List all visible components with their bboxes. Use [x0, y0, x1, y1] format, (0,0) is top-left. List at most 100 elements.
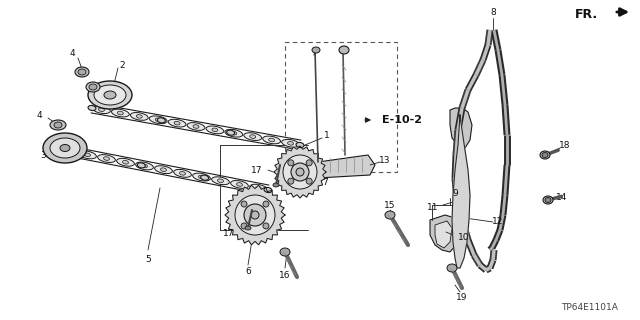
Circle shape: [251, 211, 259, 219]
Polygon shape: [450, 108, 472, 148]
Ellipse shape: [98, 155, 115, 163]
Ellipse shape: [273, 183, 279, 187]
Ellipse shape: [122, 160, 129, 164]
Text: 9: 9: [452, 188, 458, 197]
Text: E-10-2: E-10-2: [382, 115, 422, 125]
Circle shape: [283, 155, 317, 189]
Circle shape: [235, 195, 275, 235]
Ellipse shape: [161, 168, 166, 172]
Text: 2: 2: [119, 60, 125, 69]
Text: 16: 16: [279, 270, 291, 279]
Text: 15: 15: [384, 201, 396, 210]
Ellipse shape: [43, 133, 87, 163]
Text: 10: 10: [458, 234, 470, 243]
Text: 8: 8: [490, 7, 496, 17]
Ellipse shape: [104, 91, 116, 99]
Ellipse shape: [237, 183, 243, 186]
Circle shape: [241, 223, 247, 229]
Ellipse shape: [78, 69, 86, 75]
Ellipse shape: [447, 264, 457, 272]
Ellipse shape: [339, 46, 349, 54]
Ellipse shape: [245, 226, 251, 230]
Circle shape: [263, 223, 269, 229]
Ellipse shape: [173, 169, 191, 177]
Text: 17: 17: [250, 165, 262, 174]
Ellipse shape: [84, 153, 90, 157]
Ellipse shape: [230, 180, 248, 188]
Text: 7: 7: [322, 178, 328, 187]
Ellipse shape: [282, 140, 300, 147]
Ellipse shape: [250, 135, 256, 138]
Text: TP64E1101A: TP64E1101A: [561, 303, 618, 313]
Ellipse shape: [89, 84, 97, 90]
Text: 12: 12: [492, 218, 504, 227]
Text: 13: 13: [380, 156, 391, 164]
Text: 18: 18: [559, 140, 571, 149]
Ellipse shape: [157, 118, 165, 123]
Ellipse shape: [131, 113, 148, 120]
Text: 14: 14: [556, 193, 568, 202]
Circle shape: [244, 204, 266, 226]
Polygon shape: [318, 155, 375, 178]
Text: 4: 4: [36, 110, 42, 119]
Text: 3: 3: [40, 150, 46, 159]
Ellipse shape: [543, 196, 553, 204]
Circle shape: [288, 160, 294, 166]
Ellipse shape: [269, 138, 275, 142]
Text: 11: 11: [426, 204, 438, 212]
Ellipse shape: [138, 163, 145, 168]
Ellipse shape: [206, 126, 224, 134]
Text: 17: 17: [223, 228, 234, 237]
Ellipse shape: [385, 211, 395, 219]
Ellipse shape: [312, 47, 320, 53]
Ellipse shape: [231, 132, 237, 135]
Ellipse shape: [93, 106, 110, 114]
Text: 5: 5: [145, 255, 151, 265]
Ellipse shape: [116, 158, 134, 166]
Ellipse shape: [296, 142, 304, 148]
Ellipse shape: [263, 136, 280, 144]
Circle shape: [288, 178, 294, 184]
Ellipse shape: [50, 138, 80, 158]
Ellipse shape: [174, 121, 180, 125]
Ellipse shape: [542, 153, 548, 157]
Ellipse shape: [155, 166, 172, 173]
Ellipse shape: [540, 151, 550, 159]
Ellipse shape: [193, 125, 199, 128]
Ellipse shape: [187, 123, 205, 130]
Ellipse shape: [168, 119, 186, 127]
Ellipse shape: [136, 115, 142, 118]
Ellipse shape: [117, 111, 124, 115]
Ellipse shape: [244, 133, 262, 140]
Ellipse shape: [212, 177, 229, 185]
Text: 6: 6: [245, 268, 251, 276]
Ellipse shape: [193, 173, 211, 181]
Polygon shape: [225, 185, 285, 245]
Circle shape: [241, 201, 247, 207]
Ellipse shape: [227, 130, 235, 135]
Ellipse shape: [250, 184, 268, 192]
Ellipse shape: [75, 67, 89, 77]
Ellipse shape: [99, 108, 104, 111]
Ellipse shape: [136, 162, 154, 170]
Text: 19: 19: [456, 293, 468, 302]
Circle shape: [306, 178, 312, 184]
Ellipse shape: [149, 116, 167, 124]
Ellipse shape: [198, 175, 204, 179]
Ellipse shape: [88, 81, 132, 109]
Ellipse shape: [280, 248, 290, 256]
Text: 1: 1: [324, 131, 330, 140]
Ellipse shape: [201, 175, 209, 180]
Ellipse shape: [545, 197, 551, 203]
Ellipse shape: [218, 179, 223, 183]
Ellipse shape: [111, 109, 129, 117]
Polygon shape: [435, 221, 452, 248]
Ellipse shape: [94, 85, 126, 105]
Circle shape: [291, 163, 309, 181]
Circle shape: [306, 160, 312, 166]
Ellipse shape: [104, 157, 109, 160]
Ellipse shape: [86, 82, 100, 92]
Ellipse shape: [88, 106, 96, 110]
Ellipse shape: [60, 145, 70, 151]
Ellipse shape: [54, 122, 62, 128]
